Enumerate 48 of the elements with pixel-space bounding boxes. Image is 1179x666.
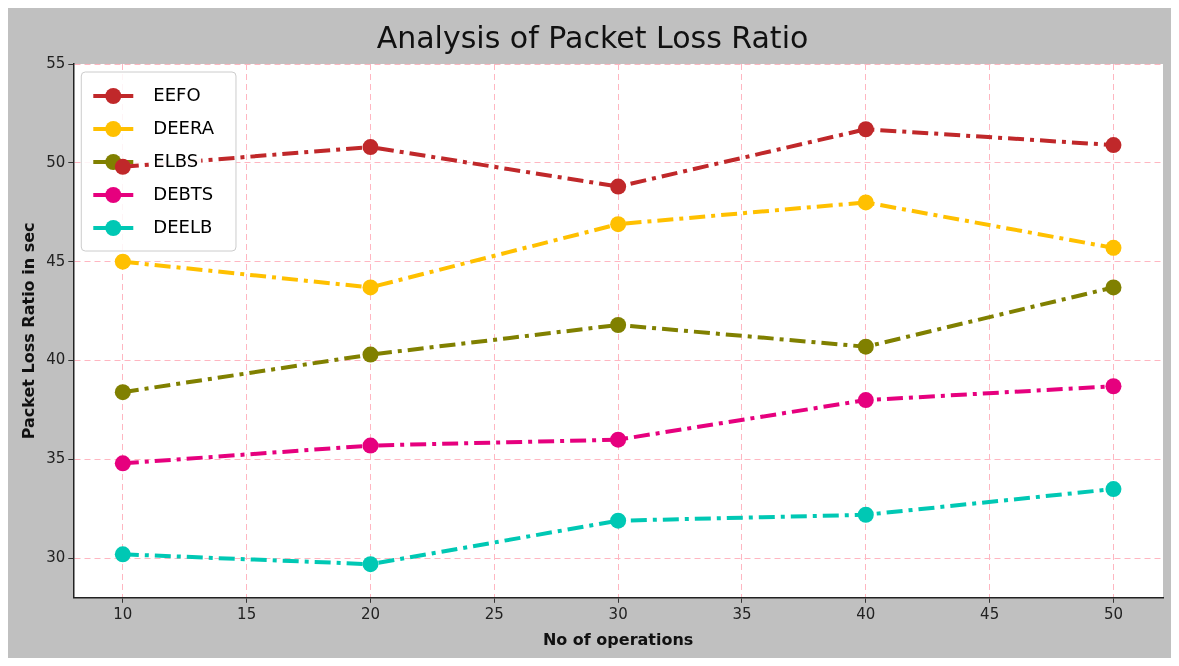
legend-label: DEELB [153, 215, 213, 237]
point [857, 194, 874, 211]
point [857, 338, 874, 355]
point [362, 139, 379, 156]
y-tick-label: 30 [46, 548, 66, 567]
y-tick-label: 35 [46, 449, 66, 468]
y-axis-title: Packet Loss Ratio in sec [18, 222, 38, 440]
y-tick-label: 50 [46, 152, 66, 171]
point [857, 121, 874, 138]
y-tick-label: 45 [46, 251, 66, 270]
point [114, 546, 131, 563]
point [114, 455, 131, 472]
y-tick-label: 55 [46, 53, 66, 72]
point [1105, 279, 1122, 296]
legend-label: EEFO [153, 83, 201, 105]
point [610, 178, 627, 195]
point [857, 506, 874, 523]
x-tick-label: 50 [1103, 604, 1124, 623]
point [114, 253, 131, 270]
point [610, 512, 627, 529]
x-tick-label: 45 [980, 604, 1000, 623]
point [1105, 239, 1122, 256]
x-tick-label: 10 [113, 604, 133, 623]
legend-label: DEBTS [153, 182, 214, 204]
point [610, 216, 627, 233]
point [362, 279, 379, 296]
x-tick-label: 35 [732, 604, 752, 623]
x-tick-label: 15 [237, 604, 257, 623]
legend-label: DEERA [153, 116, 215, 138]
x-tick-label: 20 [360, 604, 381, 623]
point [362, 437, 379, 454]
x-tick-label: 25 [484, 604, 504, 623]
point [857, 392, 874, 409]
point [1105, 481, 1122, 498]
chart-title: Analysis of Packet Loss Ratio [376, 19, 809, 55]
point [610, 316, 627, 333]
legend-label: ELBS [153, 149, 199, 171]
x-tick-label: 40 [856, 604, 876, 623]
y-tick-label: 40 [46, 350, 66, 369]
point [1105, 137, 1122, 154]
x-tick-label: 30 [608, 604, 628, 623]
point [362, 346, 379, 363]
point [362, 556, 379, 573]
point [610, 431, 627, 448]
point [114, 384, 131, 401]
point [1105, 378, 1122, 395]
x-axis-title: No of operations [542, 629, 694, 649]
point [114, 158, 131, 175]
